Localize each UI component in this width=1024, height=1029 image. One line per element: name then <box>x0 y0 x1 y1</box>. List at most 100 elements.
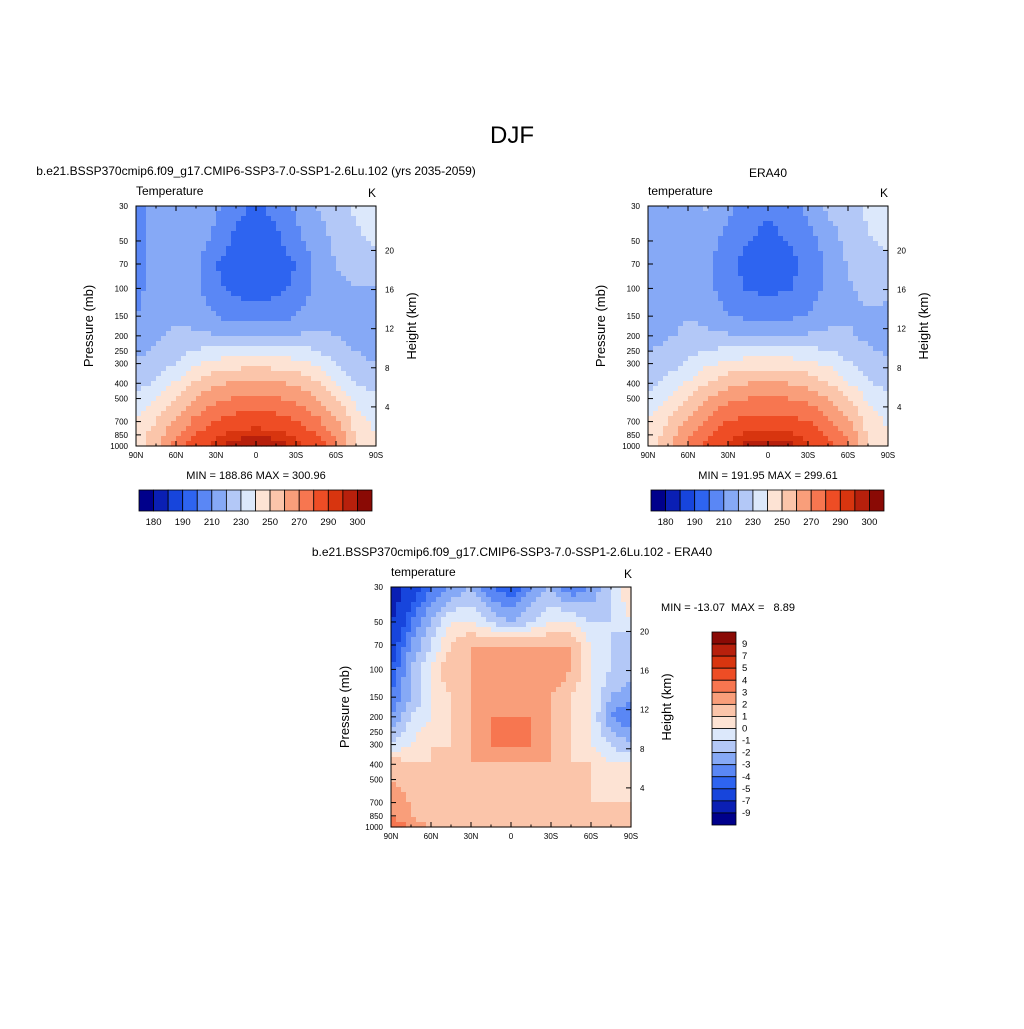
contour-cell <box>793 211 799 217</box>
contour-cell <box>863 266 869 272</box>
contour-cell <box>813 436 819 442</box>
contour-cell <box>688 276 694 282</box>
contour-cell <box>356 311 362 317</box>
contour-cell <box>401 597 407 603</box>
contour-cell <box>713 216 719 222</box>
contour-cell <box>783 341 789 347</box>
contour-cell <box>723 326 729 332</box>
contour-cell <box>653 356 659 362</box>
contour-cell <box>748 271 754 277</box>
contour-cell <box>668 301 674 307</box>
contour-cell <box>698 346 704 352</box>
contour-cell <box>316 241 322 247</box>
contour-cell <box>658 221 664 227</box>
contour-cell <box>251 276 257 282</box>
contour-cell <box>306 331 312 337</box>
contour-cell <box>191 376 197 382</box>
contour-cell <box>271 411 277 417</box>
contour-cell <box>798 426 804 432</box>
contour-cell <box>668 391 674 397</box>
contour-cell <box>321 246 327 252</box>
contour-cell <box>823 421 829 427</box>
contour-cell <box>858 276 864 282</box>
contour-cell <box>688 406 694 412</box>
contour-cell <box>823 291 829 297</box>
contour-cell <box>236 291 242 297</box>
contour-cell <box>576 592 582 598</box>
contour-cell <box>758 396 764 402</box>
contour-cell <box>321 306 327 312</box>
contour-cell <box>231 391 237 397</box>
contour-cell <box>146 401 152 407</box>
contour-cell <box>723 376 729 382</box>
contour-cell <box>773 346 779 352</box>
contour-cell <box>718 226 724 232</box>
contour-cell <box>668 351 674 357</box>
contour-cell <box>251 291 257 297</box>
contour-cell <box>356 231 362 237</box>
contour-cell <box>688 256 694 262</box>
contour-cell <box>778 366 784 372</box>
contour-cell <box>653 416 659 422</box>
contour-cell <box>216 316 222 322</box>
contour-cell <box>326 291 332 297</box>
contour-cell <box>201 221 207 227</box>
contour-cell <box>206 391 212 397</box>
contour-cell <box>733 206 739 212</box>
contour-cell <box>648 221 654 227</box>
model-pressure-axis-title: Pressure (mb) <box>81 285 96 367</box>
contour-cell <box>341 421 347 427</box>
contour-cell <box>868 411 874 417</box>
contour-cell <box>256 301 262 307</box>
contour-cell <box>723 396 729 402</box>
contour-cell <box>156 241 162 247</box>
contour-cell <box>718 366 724 372</box>
contour-cell <box>718 401 724 407</box>
contour-cell <box>231 331 237 337</box>
contour-cell <box>221 211 227 217</box>
contour-cell <box>688 411 694 417</box>
contour-cell <box>728 416 734 422</box>
contour-cell <box>201 401 207 407</box>
contour-cell <box>346 276 352 282</box>
contour-cell <box>316 406 322 412</box>
contour-cell <box>798 281 804 287</box>
contour-cell <box>818 211 824 217</box>
contour-cell <box>256 326 262 332</box>
contour-cell <box>291 346 297 352</box>
contour-cell <box>848 346 854 352</box>
contour-cell <box>316 431 322 437</box>
contour-cell <box>271 356 277 362</box>
contour-cell <box>843 251 849 257</box>
contour-cell <box>848 356 854 362</box>
contour-cell <box>301 396 307 402</box>
contour-cell <box>748 261 754 267</box>
contour-cell <box>596 587 602 593</box>
contour-cell <box>713 411 719 417</box>
contour-cell <box>271 371 277 377</box>
contour-cell <box>673 281 679 287</box>
contour-cell <box>241 386 247 392</box>
contour-cell <box>723 341 729 347</box>
contour-cell <box>723 431 729 437</box>
colorbar-swatch <box>212 490 227 511</box>
contour-cell <box>201 266 207 272</box>
contour-cell <box>813 261 819 267</box>
contour-cell <box>813 401 819 407</box>
contour-cell <box>853 251 859 257</box>
contour-cell <box>291 236 297 242</box>
contour-cell <box>723 281 729 287</box>
contour-cell <box>331 361 337 367</box>
contour-cell <box>186 231 192 237</box>
contour-cell <box>693 421 699 427</box>
contour-cell <box>858 336 864 342</box>
contour-cell <box>291 241 297 247</box>
contour-cell <box>768 336 774 342</box>
contour-cell <box>833 386 839 392</box>
contour-cell <box>151 311 157 317</box>
contour-cell <box>673 426 679 432</box>
contour-cell <box>743 356 749 362</box>
contour-cell <box>828 411 834 417</box>
contour-cell <box>738 351 744 357</box>
contour-cell <box>226 206 232 212</box>
